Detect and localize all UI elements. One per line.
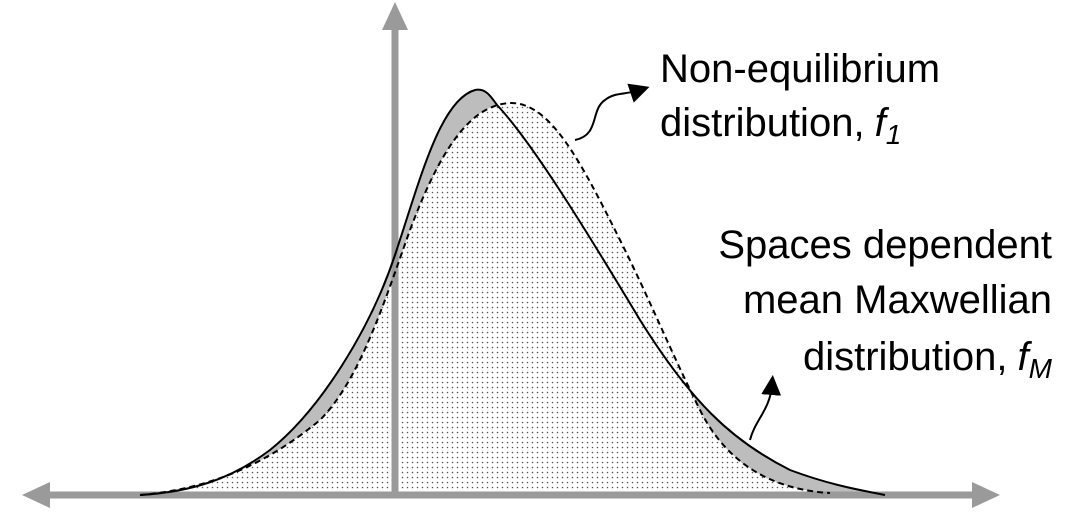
pointer-arrow xyxy=(749,375,782,441)
x-axis-arrow-left xyxy=(22,482,50,508)
label-line: distribution, f1 xyxy=(660,101,901,150)
label-text: distribution, xyxy=(803,335,1008,379)
label-subscript: 1 xyxy=(886,119,902,150)
maxwellian-curve xyxy=(139,101,831,496)
label-line: Non-equilibrium xyxy=(660,47,940,91)
label-line: Spaces dependent xyxy=(718,223,1052,267)
y-axis-arrow xyxy=(382,2,408,30)
non-equilibrium-curve xyxy=(139,88,886,496)
label-line: distribution, fM xyxy=(803,335,1053,384)
axes xyxy=(22,2,1000,508)
label-line: mean Maxwellian xyxy=(743,278,1052,322)
x-axis-arrow-right xyxy=(972,482,1000,508)
maxwellian-region xyxy=(140,102,830,495)
label-subscript: M xyxy=(1029,353,1053,384)
label-text: distribution, xyxy=(660,101,865,145)
pointer-arrow xyxy=(574,83,650,141)
